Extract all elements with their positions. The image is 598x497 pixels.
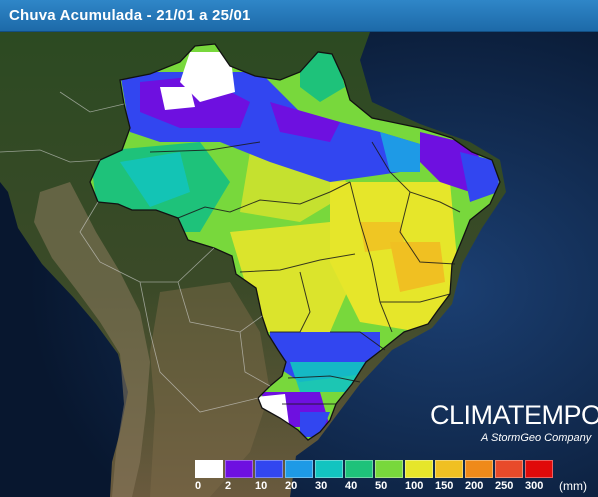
legend-tick-label: 150 [435, 480, 454, 492]
legend-tick-label: 40 [345, 480, 358, 492]
legend-tick-label: 100 [405, 480, 424, 492]
legend-swatch [315, 460, 343, 478]
brand-tagline: A StormGeo Company [481, 432, 592, 444]
legend-tick-label: 200 [465, 480, 484, 492]
brand-name: CLIMATEMPO [430, 400, 598, 430]
legend-swatch [465, 460, 493, 478]
title-bar: Chuva Acumulada - 21/01 a 25/01 [0, 0, 598, 32]
legend-swatch [495, 460, 523, 478]
page-title: Chuva Acumulada - 21/01 a 25/01 [9, 7, 251, 24]
legend-swatch [405, 460, 433, 478]
legend-unit: (mm) [559, 479, 587, 493]
climatempo-logo: CLIMATEMPO A StormGeo Company [428, 398, 598, 448]
state-borders [149, 141, 461, 405]
precipitation-legend: 0 2 10 20 30 40 50 100 150 200 250 300 (mm) [194, 458, 596, 496]
legend-swatch [375, 460, 403, 478]
legend-swatch [195, 460, 223, 478]
legend-swatch [285, 460, 313, 478]
legend-swatch [225, 460, 253, 478]
rainfall-map [0, 32, 598, 497]
legend-swatch [345, 460, 373, 478]
legend-swatch [525, 460, 553, 478]
chaco-plains [150, 282, 270, 497]
legend-swatch [435, 460, 463, 478]
legend-tick-label: 10 [255, 480, 268, 492]
andes-highlands [34, 182, 150, 497]
country-borders [0, 91, 271, 413]
legend-tick-label: 30 [315, 480, 328, 492]
legend-tick-label: 300 [525, 480, 544, 492]
legend-swatch [255, 460, 283, 478]
brazil-outline [89, 43, 501, 441]
legend-tick-label: 0 [195, 480, 202, 492]
legend-tick-label: 20 [285, 480, 298, 492]
legend-tick-label: 2 [225, 480, 232, 492]
legend-tick-label: 250 [495, 480, 514, 492]
legend-tick-label: 50 [375, 480, 388, 492]
